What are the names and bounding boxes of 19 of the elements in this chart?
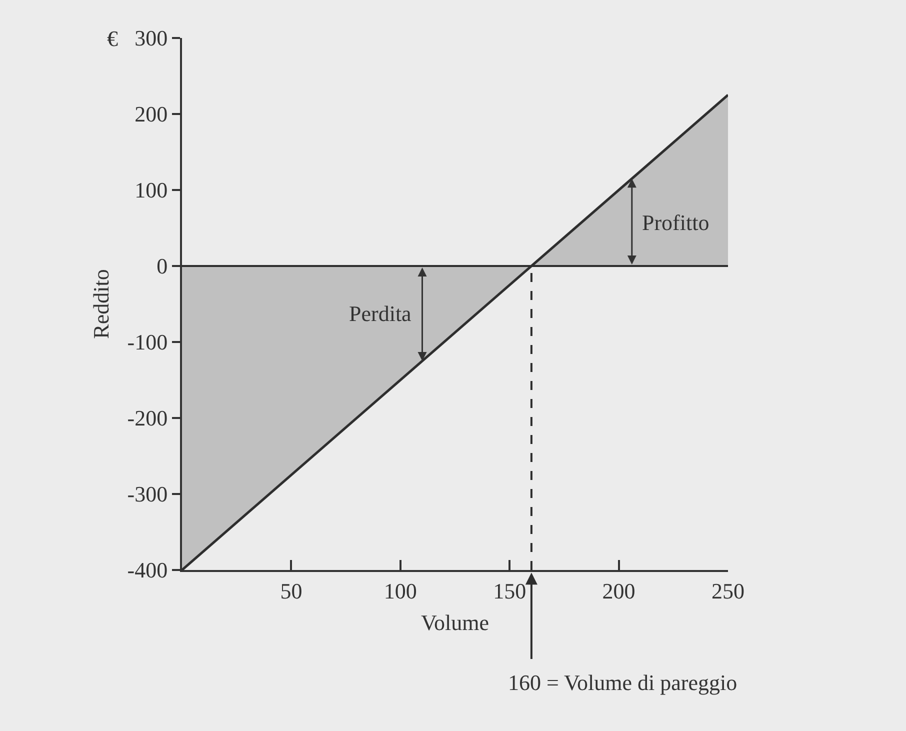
y-axis-title: Reddito [88,269,114,339]
y-tick-label: 200 [134,102,168,127]
y-tick-label: 0 [156,254,168,279]
x-axis-title: Volume [420,610,490,635]
x-tick-label: 200 [602,578,636,604]
y-tick-label: -400 [127,558,168,583]
x-tick-label: 100 [384,578,417,604]
y-tick-label: 100 [134,178,168,203]
y-tick-label: 300 [134,26,168,51]
y-tick-label: -100 [127,330,168,355]
text: € [107,26,118,51]
ref-line-label: 160 = Volume di pareggio [508,670,738,695]
annotation: Perdita [349,301,412,326]
x-tick-label: 50 [280,578,302,604]
x-tick-label: 150 [493,578,526,604]
y-tick-label: -200 [127,406,168,431]
y-tick-label: -300 [127,482,168,507]
x-tick-label: 250 [712,578,744,604]
annotation: Profitto [642,210,710,235]
